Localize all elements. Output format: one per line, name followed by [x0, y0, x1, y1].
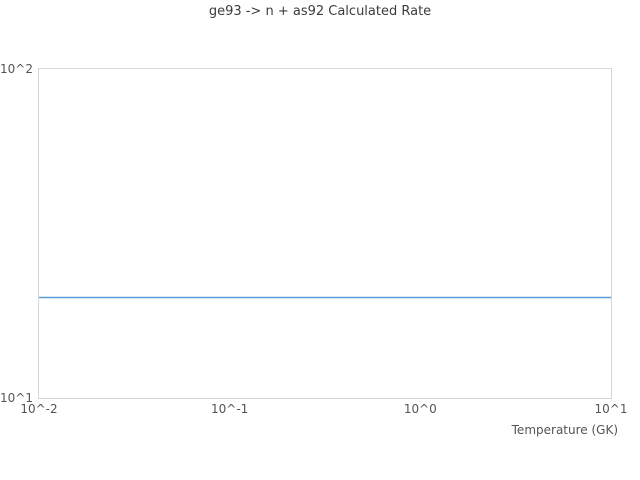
x-tick-label: 10^0 [403, 402, 437, 416]
y-tick-label: 10^2 [0, 62, 33, 76]
x-tick-label: 10^-1 [211, 402, 249, 416]
chart-title: ge93 -> n + as92 Calculated Rate [208, 4, 432, 19]
y-tick-label: 10^1 [0, 391, 33, 405]
x-tick-label: 10^-2 [20, 402, 58, 416]
x-tick-label: 10^1 [594, 402, 628, 416]
x-axis-title: Temperature (GK) [511, 423, 618, 437]
plot-area [38, 68, 612, 399]
rate-line-series [39, 296, 611, 299]
